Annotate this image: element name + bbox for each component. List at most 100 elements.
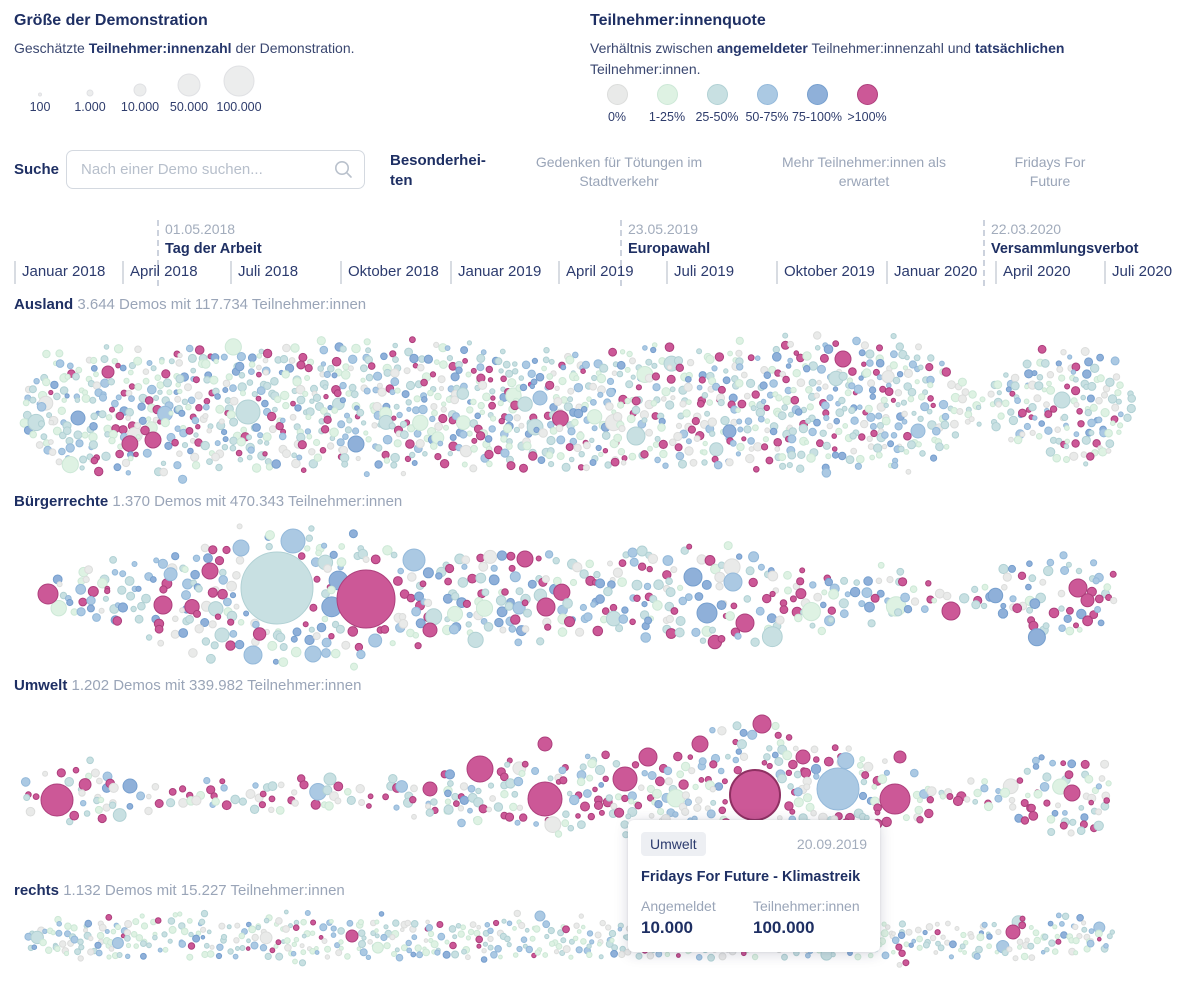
demo-dot[interactable] [790,386,797,394]
demo-dot[interactable] [943,443,950,450]
demo-dot[interactable] [137,601,146,611]
demo-dot[interactable] [222,379,231,388]
demo-dot[interactable] [707,417,717,427]
demo-dot[interactable] [363,471,370,478]
demo-dot[interactable] [465,954,471,961]
demo-dot[interactable] [324,801,334,811]
demo-dot[interactable] [146,942,152,949]
demo-dot[interactable] [127,455,134,462]
demo-dot[interactable] [903,449,910,455]
demo-dot[interactable] [524,927,530,933]
demo-dot[interactable] [960,931,967,939]
demo-dot[interactable] [552,410,569,428]
demo-dot[interactable] [320,361,327,367]
demo-dot[interactable] [125,389,133,397]
demo-dot[interactable] [48,439,54,445]
demo-dot[interactable] [232,953,239,960]
demo-dot[interactable] [1095,416,1103,424]
demo-dot[interactable] [1105,439,1115,449]
demo-dot[interactable] [218,922,226,930]
demo-dot[interactable] [814,345,821,351]
demo-dot[interactable] [1075,567,1083,575]
demo-dot[interactable] [662,555,674,566]
demo-dot[interactable] [48,419,55,426]
demo-dot[interactable] [808,427,817,437]
demo-dot[interactable] [90,456,99,465]
demo-dot[interactable] [367,939,373,945]
demo-dot[interactable] [1081,435,1091,445]
demo-dot[interactable] [64,930,71,938]
demo-dot[interactable] [516,804,524,811]
demo-dot[interactable] [714,782,724,791]
demo-dot[interactable] [338,939,344,945]
demo-dot[interactable] [813,592,823,602]
demo-dot[interactable] [490,564,498,572]
demo-dot[interactable] [500,790,509,799]
demo-dot[interactable] [513,426,521,433]
demo-dot[interactable] [976,933,985,942]
demo-dot[interactable] [511,790,519,798]
demo-dot[interactable] [1060,760,1067,767]
demo-dot[interactable] [1001,399,1010,408]
demo-dot[interactable] [630,374,636,380]
demo-dot[interactable] [195,584,203,593]
demo-dot[interactable] [151,783,160,791]
demo-dot[interactable] [1028,811,1039,821]
demo-dot[interactable] [102,595,110,602]
demo-dot[interactable] [105,414,113,421]
demo-dot[interactable] [367,362,376,370]
demo-dot[interactable] [166,389,173,396]
demo-dot[interactable] [625,813,632,820]
demo-dot[interactable] [845,455,855,465]
demo-dot[interactable] [614,807,625,818]
demo-dot[interactable] [666,364,673,371]
demo-dot[interactable] [329,550,338,560]
demo-dot[interactable] [594,764,606,776]
demo-dot[interactable] [676,953,681,958]
demo-dot[interactable] [268,795,276,803]
demo-dot[interactable] [711,365,718,372]
demo-dot[interactable] [838,598,849,609]
demo-dot[interactable] [1111,403,1120,412]
demo-dot[interactable] [209,944,215,950]
demo-dot[interactable] [425,924,433,932]
demo-dot[interactable] [527,369,536,378]
demo-dot[interactable] [947,380,956,390]
demo-dot[interactable] [589,939,595,945]
demo-dot[interactable] [643,582,652,591]
demo-dot[interactable] [746,378,756,388]
demo-dot[interactable] [178,628,189,638]
demo-dot[interactable] [822,441,831,450]
demo-dot[interactable] [1003,372,1009,378]
demo-dot[interactable] [755,407,765,418]
demo-dot[interactable] [803,793,813,803]
demo-dot[interactable] [704,555,716,566]
demo-dot[interactable] [995,928,1002,936]
demo-dot[interactable] [687,425,697,434]
demo-dot[interactable] [153,395,160,401]
demo-dot[interactable] [304,645,322,663]
demo-dot[interactable] [177,388,183,395]
demo-dot[interactable] [619,945,626,953]
demo-dot[interactable] [617,926,623,932]
demo-dot[interactable] [269,947,276,954]
demo-dot[interactable] [203,942,210,949]
demo-dot[interactable] [1112,373,1121,381]
demo-dot[interactable] [894,422,903,431]
demo-dot[interactable] [1008,415,1019,426]
demo-dot[interactable] [927,382,934,389]
demo-dot[interactable] [125,953,131,959]
demo-dot[interactable] [248,925,257,934]
demo-dot[interactable] [821,401,830,410]
demo-dot[interactable] [192,934,201,943]
demo-dot[interactable] [1017,571,1027,580]
search-input[interactable] [66,150,365,189]
demo-dot[interactable] [691,627,701,638]
demo-dot[interactable] [1028,925,1034,930]
demo-dot[interactable] [288,357,296,364]
demo-dot[interactable] [1049,759,1056,767]
demo-dot[interactable] [646,784,656,794]
demo-dot[interactable] [282,343,291,353]
demo-dot[interactable] [608,929,617,938]
demo-dot[interactable] [772,352,782,362]
